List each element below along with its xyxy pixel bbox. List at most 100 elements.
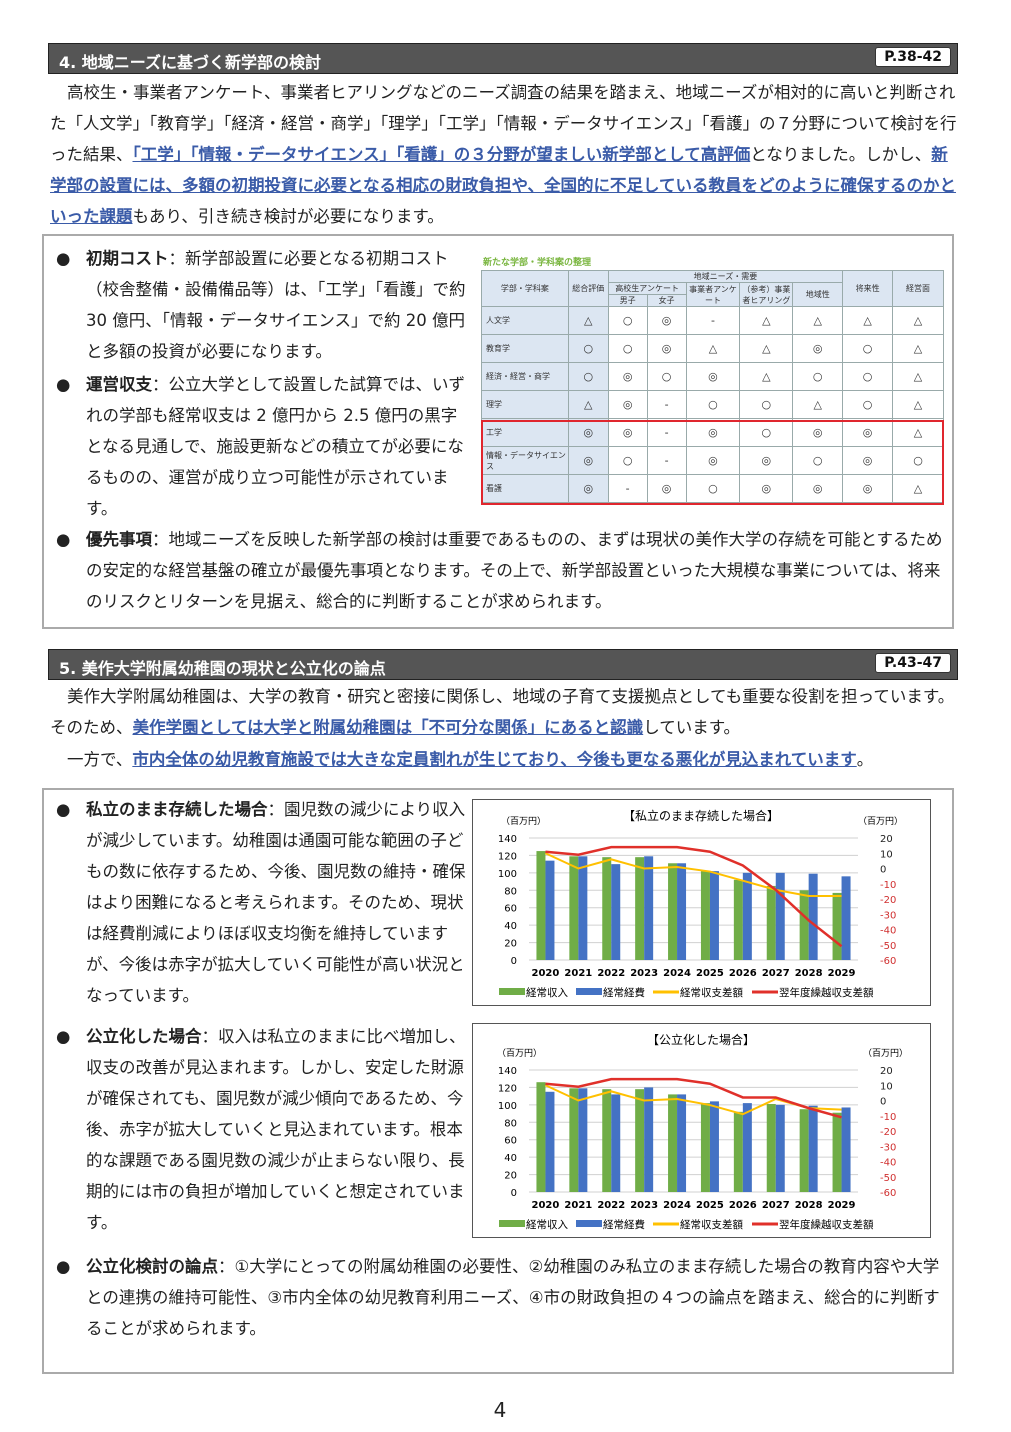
left-axis-unit: （百万円） — [497, 1048, 542, 1059]
x-tick-label: 2029 — [828, 1200, 856, 1211]
bullet-text: ：収入は私立のままに比べ増加し、収支の改善が見込まれます。しかし、安定した財源が… — [86, 1027, 466, 1232]
rating-cell: ○ — [608, 447, 647, 475]
bar-income — [635, 1089, 644, 1192]
bar-income — [701, 1103, 710, 1192]
bar-expense — [842, 876, 851, 960]
rating-cell: △ — [893, 391, 944, 419]
left-tick-label: 20 — [504, 939, 517, 950]
rating-cell: ○ — [740, 419, 793, 447]
bar-expense — [611, 864, 620, 960]
bullet-text: ：地域ニーズを反映した新学部の検討は重要であるものの、まずは現状の美作大学の存続… — [86, 530, 943, 611]
bullet-label: 公立化検討の論点 — [86, 1257, 218, 1276]
left-tick-label: 0 — [511, 1188, 517, 1199]
bar-expense — [776, 873, 785, 960]
table-row: 工学◎◎-◎○◎◎△ — [482, 419, 944, 447]
bar-income — [734, 880, 743, 960]
header-future: 将来性 — [843, 271, 893, 307]
bar-expense — [677, 1094, 686, 1192]
rating-cell: ◎ — [686, 419, 740, 447]
emphasis-link: 市内全体の幼児教育施設では大きな定員割れが生じており、今後も更なる悪化が見込まれ… — [132, 750, 856, 769]
text-run: もあり、引き続き検討が必要になります。 — [133, 207, 444, 226]
section-4-intro: 高校生・事業者アンケート、事業者ヒアリングなどのニーズ調査の結果を踏まえ、地域ニ… — [50, 77, 960, 232]
x-tick-label: 2026 — [729, 968, 757, 979]
header-overall: 総合評価 — [568, 271, 608, 307]
right-axis-unit: （百万円） — [858, 816, 903, 827]
bullet-icon: ● — [56, 1251, 70, 1282]
x-tick-label: 2020 — [532, 1200, 560, 1211]
table-row: 理学△◎-○○△○△ — [482, 391, 944, 419]
rating-cell: - — [647, 391, 686, 419]
x-tick-label: 2020 — [532, 968, 560, 979]
header-mgmt: 経営面 — [893, 271, 944, 307]
bar-income — [833, 1113, 842, 1192]
left-tick-label: 100 — [498, 869, 517, 880]
legend-swatch — [576, 988, 602, 995]
rating-cell: - — [608, 475, 647, 503]
line-series — [545, 1085, 841, 1114]
rating-cell: ○ — [893, 447, 944, 475]
table-title: 新たな学部・学科案の整理 — [483, 255, 591, 268]
rating-cell: △ — [686, 335, 740, 363]
bullet-public: ●公立化した場合：収入は私立のままに比べ増加し、収支の改善が見込まれます。しかし… — [50, 1021, 470, 1238]
bullet-text: ：公立大学として設置した試算では、いずれの学部も経常収支は 2 億円から 2.5… — [86, 375, 465, 518]
rating-cell: ○ — [647, 363, 686, 391]
rating-cell: ◎ — [686, 363, 740, 391]
rating-cell: ○ — [740, 391, 793, 419]
bar-expense — [743, 1103, 752, 1192]
left-tick-label: 40 — [504, 1153, 517, 1164]
x-tick-label: 2025 — [696, 968, 724, 979]
bullet-icon: ● — [56, 794, 70, 825]
right-tick-label: -20 — [880, 895, 896, 906]
bar-income — [602, 857, 611, 960]
legend-label: 経常収入 — [526, 1218, 568, 1231]
bar-income — [800, 890, 809, 960]
header-biz: 事業者アンケート — [686, 283, 740, 307]
bullet-label: 運営収支 — [86, 375, 152, 394]
right-tick-label: 0 — [880, 865, 886, 876]
x-tick-label: 2027 — [762, 968, 790, 979]
text-run: しています。 — [643, 718, 740, 737]
bullet-operating-balance: ●運営収支：公立大学として設置した試算では、いずれの学部も経常収支は 2 億円か… — [50, 369, 470, 524]
bar-income — [536, 1082, 545, 1192]
table-row: 看護◎-◎○◎◎◎△ — [482, 475, 944, 503]
rating-cell: ◎ — [793, 335, 843, 363]
header-hearing: （参考）事業者ヒアリング — [740, 283, 793, 307]
section-4-title: 4. 地域ニーズに基づく新学部の検討 — [59, 53, 321, 72]
bullet-text: ：園児数の減少により収入が減少しています。幼稚園は通園可能な範囲の子どもの数に依… — [86, 800, 466, 1005]
x-tick-label: 2024 — [663, 968, 691, 979]
rating-cell: ◎ — [740, 447, 793, 475]
right-tick-label: 20 — [880, 1066, 893, 1077]
table-row: 教育学○○◎△△◎○△ — [482, 335, 944, 363]
section-5-header: 5. 美作大学附属幼稚園の現状と公立化の論点 P.43-47 — [48, 649, 958, 680]
rating-cell: ◎ — [568, 419, 608, 447]
bar-expense — [710, 871, 719, 960]
rating-cell: ◎ — [568, 447, 608, 475]
bar-income — [635, 857, 644, 960]
x-tick-label: 2027 — [762, 1200, 790, 1211]
rating-cell: △ — [893, 363, 944, 391]
x-tick-label: 2025 — [696, 1200, 724, 1211]
right-tick-label: -60 — [880, 956, 896, 967]
bar-expense — [809, 874, 818, 960]
bullet-icon: ● — [56, 524, 70, 555]
bar-expense — [644, 856, 653, 960]
bar-income — [767, 1104, 776, 1192]
x-tick-label: 2022 — [597, 1200, 625, 1211]
bar-income — [569, 856, 578, 960]
legend-swatch — [576, 1220, 602, 1227]
bar-expense — [578, 1088, 587, 1192]
rating-cell: ○ — [568, 363, 608, 391]
rating-cell: △ — [893, 335, 944, 363]
legend-swatch — [499, 988, 525, 995]
section-4-header: 4. 地域ニーズに基づく新学部の検討 P.38-42 — [48, 43, 958, 74]
left-tick-label: 20 — [504, 1171, 517, 1182]
right-axis-unit: （百万円） — [863, 1048, 908, 1059]
rating-cell: △ — [740, 307, 793, 335]
table-row: 情報・データサイエンス◎○-◎◎○◎○ — [482, 447, 944, 475]
bar-expense — [842, 1107, 851, 1192]
right-tick-label: -40 — [880, 926, 896, 937]
chart-private: 【私立のまま存続した場合】（百万円）（百万円）02040608010012014… — [472, 799, 931, 1006]
section-5-title: 5. 美作大学附属幼稚園の現状と公立化の論点 — [59, 659, 386, 678]
rating-cell: ○ — [843, 363, 893, 391]
left-tick-label: 60 — [504, 904, 517, 915]
